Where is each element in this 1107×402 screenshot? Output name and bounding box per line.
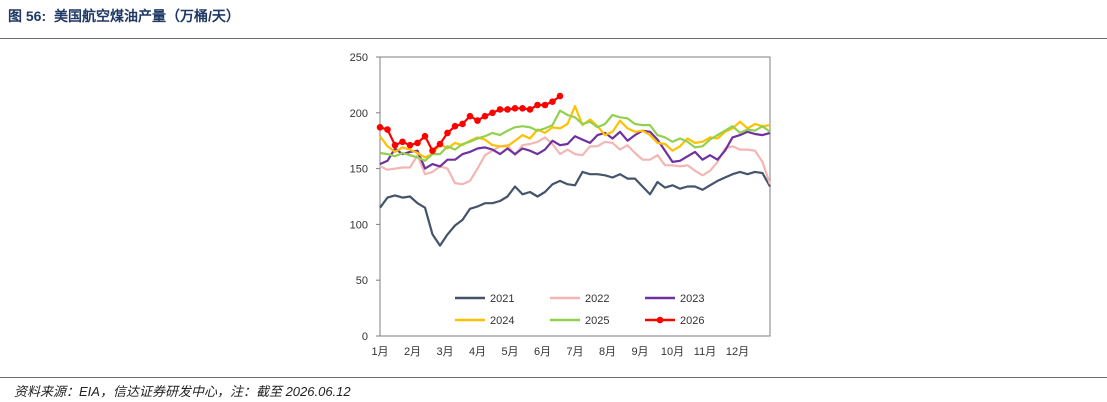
x-tick-label: 2月 — [404, 346, 421, 358]
series-point-2026 — [421, 132, 429, 140]
series-point-2026 — [474, 117, 481, 124]
y-tick-label: 50 — [356, 275, 368, 287]
legend-label-2025: 2025 — [585, 315, 609, 327]
x-tick-label: 10月 — [661, 346, 684, 358]
series-point-2026 — [406, 141, 414, 149]
source-note: 资料来源：EIA，信达证券研发中心，注：截至 2026.06.12 — [14, 384, 351, 399]
series-point-2026 — [556, 92, 564, 100]
figure-number: 图 56: — [8, 8, 47, 24]
legend-label-2021: 2021 — [490, 293, 514, 305]
x-tick-label: 4月 — [469, 346, 486, 358]
series-point-2026 — [444, 129, 451, 137]
y-tick-label: 250 — [350, 52, 368, 64]
series-point-2026 — [504, 106, 511, 113]
series-point-2026 — [526, 106, 534, 113]
legend-label-2022: 2022 — [585, 293, 609, 305]
legend-marker-2026 — [656, 316, 664, 324]
bottom-rule — [0, 377, 1107, 378]
series-point-2026 — [541, 101, 549, 109]
series-line-2022 — [379, 136, 772, 186]
series-point-2026 — [399, 138, 406, 146]
series-point-2026 — [384, 126, 391, 133]
series-point-2026 — [451, 122, 459, 130]
plot-area-frame — [379, 56, 771, 337]
legend-label-2024: 2024 — [490, 315, 514, 327]
legend-label-2023: 2023 — [680, 293, 704, 305]
series-point-2026 — [481, 112, 489, 120]
y-tick-label: 150 — [350, 164, 368, 176]
series-point-2026 — [466, 112, 474, 120]
x-tick-label: 11月 — [694, 346, 716, 358]
series-point-2026 — [376, 124, 384, 131]
legend-label-2026: 2026 — [680, 315, 704, 327]
x-tick-label: 12月 — [726, 346, 749, 358]
chart-series — [376, 92, 772, 247]
series-point-2026 — [459, 120, 466, 128]
series-point-2026 — [436, 140, 444, 148]
series-line-2024 — [379, 104, 771, 159]
series-line-2023 — [379, 129, 771, 170]
series-point-2026 — [391, 141, 399, 149]
y-tick-label: 0 — [362, 331, 368, 343]
x-tick-label: 3月 — [436, 346, 453, 358]
series-point-2026 — [496, 106, 504, 113]
series-point-2026 — [414, 139, 421, 147]
x-tick-label: 6月 — [534, 346, 551, 358]
series-point-2026 — [519, 105, 526, 112]
series-point-2026 — [489, 109, 496, 117]
chart-legend: 2021 2022 2023 2024 2025 2026 — [455, 293, 704, 327]
series-point-2026 — [534, 101, 541, 109]
series-line-2025 — [379, 109, 771, 162]
figure-title-text: 美国航空煤油产量（万桶/天） — [54, 8, 240, 24]
series-line-2021 — [379, 170, 771, 247]
top-rule — [0, 38, 1107, 39]
x-tick-label: 9月 — [631, 346, 648, 358]
x-tick-label: 1月 — [371, 346, 388, 358]
chart-axes: 0 50 100 150 200 250 1月 2月 3月 4月 5月 6月 7月 8月 9月 10月 11月 1… — [350, 52, 771, 358]
x-tick-label: 8月 — [599, 346, 616, 358]
x-tick-label: 7月 — [566, 346, 583, 358]
series-point-2026 — [511, 105, 519, 112]
y-tick-label: 100 — [350, 219, 368, 231]
figure-title: 图 56: 美国航空煤油产量（万桶/天） — [8, 6, 240, 26]
series-point-2026 — [549, 98, 556, 105]
x-tick-label: 5月 — [501, 346, 518, 358]
series-point-2026 — [429, 147, 436, 155]
y-tick-label: 200 — [350, 108, 368, 120]
